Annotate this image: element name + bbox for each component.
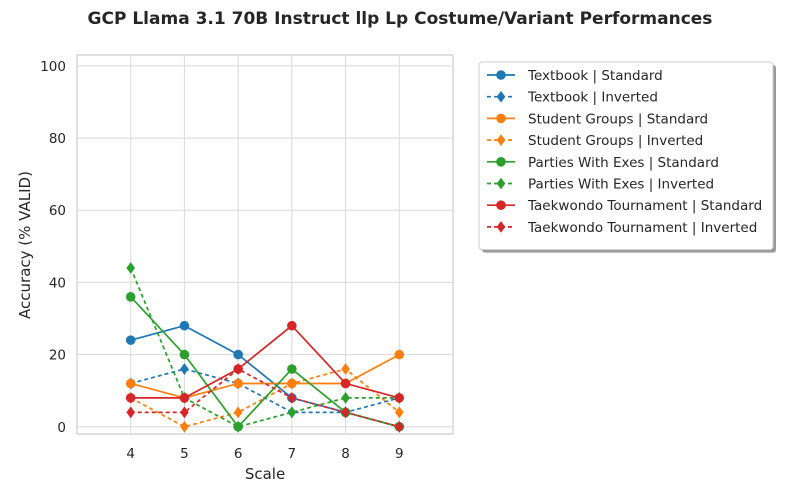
y-tick-label: 20 — [49, 348, 66, 364]
x-tick-label: 7 — [288, 446, 297, 462]
data-point — [179, 349, 190, 360]
legend-marker — [496, 177, 506, 190]
legend-marker — [496, 157, 506, 167]
data-point — [233, 420, 243, 433]
x-tick-label: 8 — [341, 446, 350, 462]
x-tick-label: 4 — [126, 446, 135, 462]
plot-frame — [76, 54, 454, 435]
legend-marker — [496, 90, 506, 103]
data-point — [233, 363, 243, 375]
legend-label: Student Groups | Standard — [528, 111, 708, 127]
y-tick-label: 100 — [40, 59, 66, 75]
data-point — [287, 377, 297, 390]
data-point — [179, 393, 190, 403]
data-point — [125, 378, 136, 389]
series-layer — [125, 262, 405, 433]
legend-label: Textbook | Standard — [527, 68, 663, 84]
data-point — [394, 393, 405, 403]
data-point — [394, 406, 404, 419]
legend-label: Taekwondo Tournament | Inverted — [527, 220, 757, 236]
x-tick-label: 6 — [234, 446, 243, 462]
legend-marker — [496, 221, 506, 233]
series-6 — [125, 320, 405, 403]
legend-label: Student Groups | Inverted — [528, 133, 703, 149]
data-point — [287, 392, 297, 404]
legend-box — [478, 61, 774, 251]
series-line — [130, 368, 400, 428]
data-point — [233, 349, 243, 360]
grid — [77, 55, 453, 434]
legend-label: Taekwondo Tournament | Standard — [527, 198, 762, 214]
legend-label: Parties With Exes | Standard — [528, 155, 719, 171]
data-point — [180, 406, 189, 419]
data-point — [287, 320, 297, 331]
x-tick-label: 5 — [180, 446, 189, 462]
y-tick-label: 40 — [49, 275, 66, 291]
data-point — [341, 406, 350, 419]
series-7 — [126, 363, 404, 433]
data-point — [179, 320, 190, 331]
y-tick-label: 60 — [49, 203, 66, 219]
legend-item: Parties With Exes | Inverted — [487, 177, 714, 193]
data-point — [180, 363, 189, 375]
data-point — [233, 406, 243, 419]
data-point — [341, 363, 350, 375]
data-point — [126, 406, 136, 419]
data-point — [287, 364, 297, 374]
legend-label: Parties With Exes | Inverted — [528, 177, 714, 193]
plot-area — [76, 54, 454, 435]
legend-marker — [496, 70, 506, 80]
data-point — [287, 406, 297, 419]
data-point — [341, 392, 350, 404]
data-point — [233, 378, 243, 389]
legend-item: Taekwondo Tournament | Inverted — [487, 220, 757, 236]
series-line — [130, 324, 400, 399]
data-point — [340, 378, 351, 389]
data-point — [180, 420, 189, 433]
legend-label: Textbook | Inverted — [527, 90, 658, 106]
legend-marker — [496, 134, 506, 146]
data-point — [126, 262, 136, 274]
series-line — [130, 353, 400, 399]
data-point — [125, 335, 136, 345]
data-point — [394, 349, 405, 360]
legend-item: Parties With Exes | Standard — [487, 155, 719, 171]
chart-title: GCP Llama 3.1 70B Instruct llp Lp Costum… — [88, 9, 713, 29]
legend-item: Student Groups | Standard — [487, 111, 708, 127]
y-tick-label: 0 — [57, 420, 66, 436]
y-axis-label: Accuracy (% VALID) — [16, 171, 34, 319]
legend-marker — [496, 113, 506, 124]
tick-labels: 4 5 6 7 8 9 0 20 40 60 80 100 — [40, 59, 403, 462]
data-point — [125, 393, 136, 403]
y-tick-label: 80 — [49, 131, 66, 147]
x-axis-label: Scale — [245, 465, 285, 483]
legend-marker — [496, 200, 506, 211]
x-tick-label: 9 — [395, 446, 404, 462]
legend: Textbook | Standard Textbook | Inverted St… — [478, 61, 776, 253]
data-point — [125, 292, 136, 302]
legend-item: Taekwondo Tournament | Standard — [487, 198, 762, 214]
legend-item: Textbook | Inverted — [487, 90, 658, 106]
data-point — [394, 420, 404, 433]
legend-item: Textbook | Standard — [487, 68, 663, 84]
legend-item: Student Groups | Inverted — [487, 133, 703, 149]
